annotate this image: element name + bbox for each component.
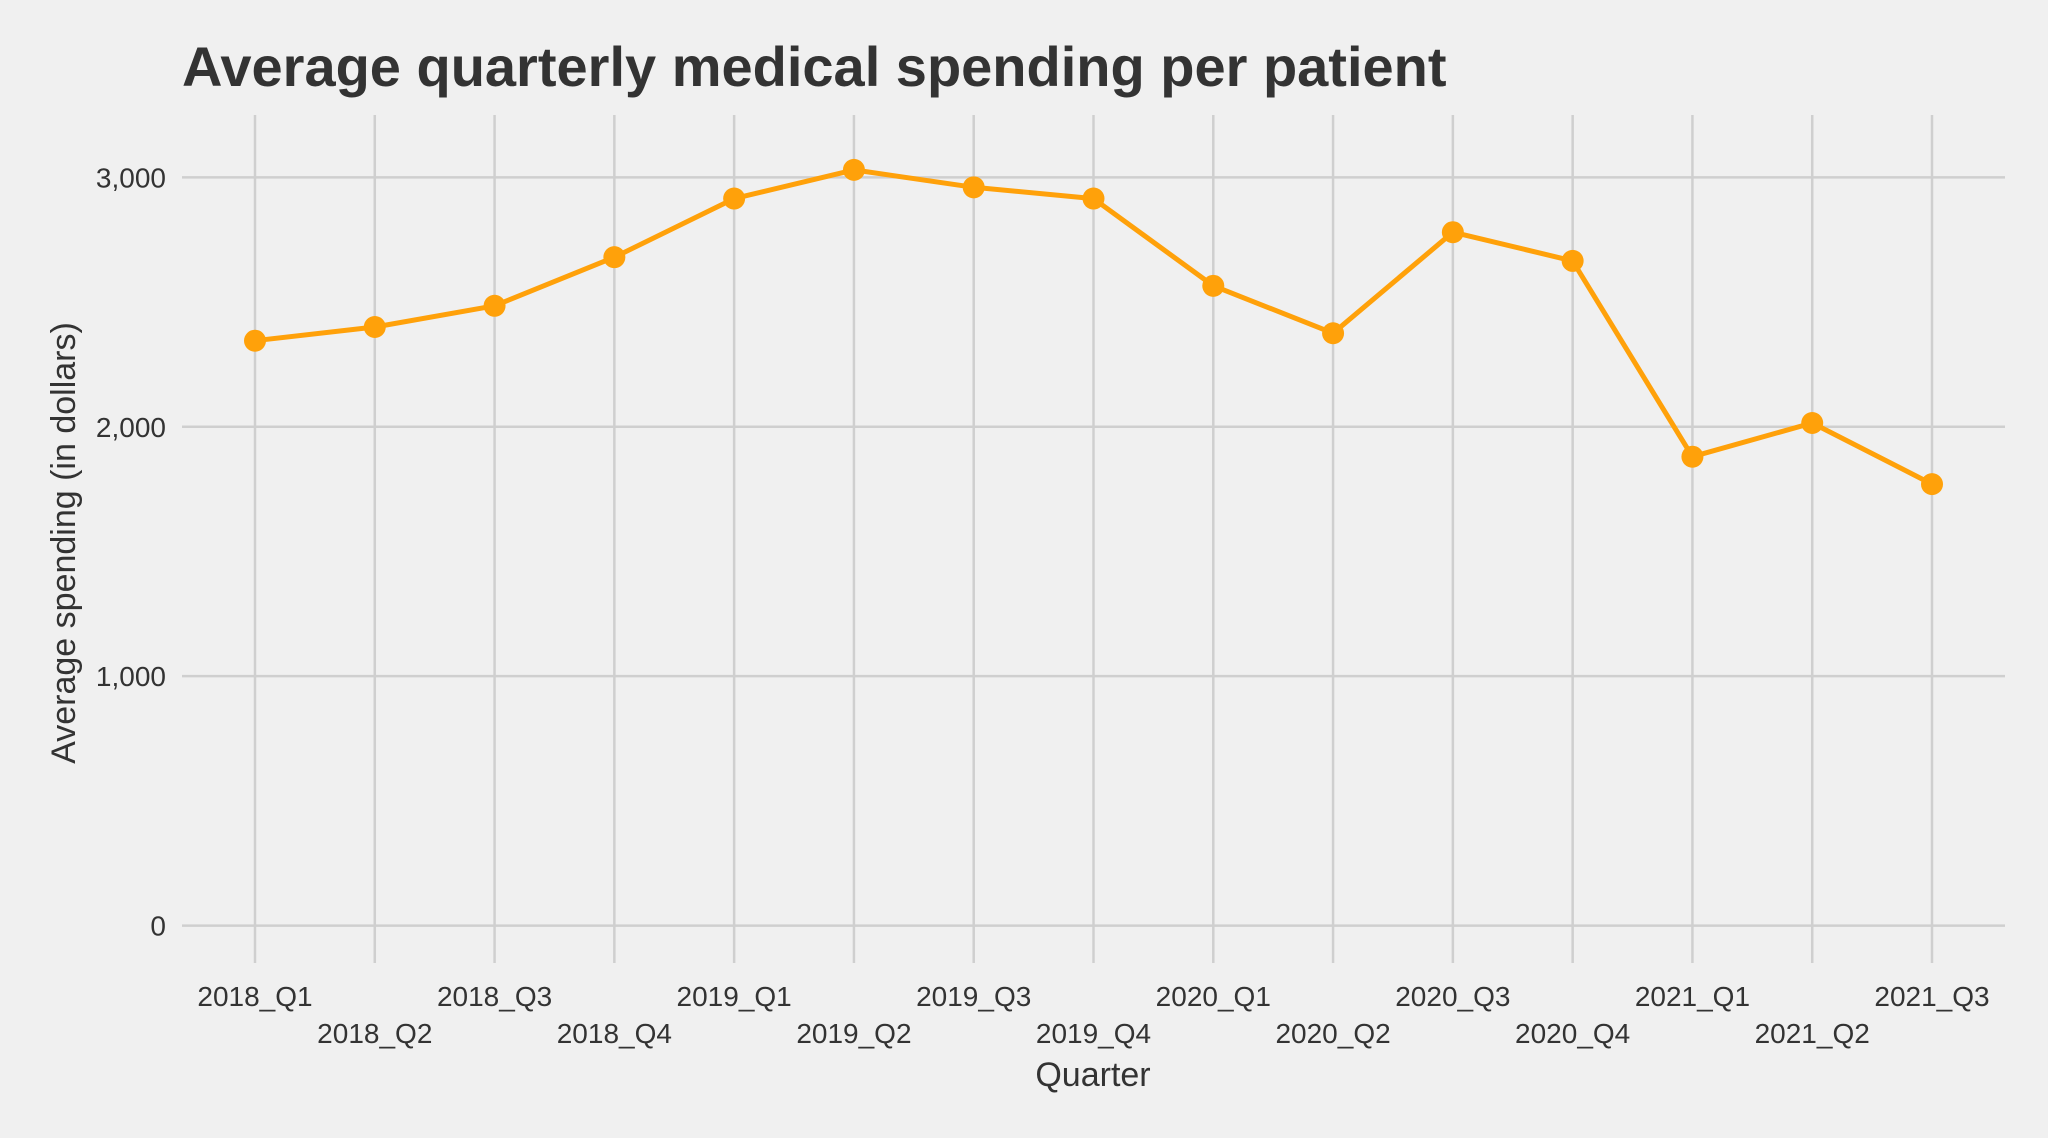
data-point [1921,473,1943,496]
data-point [603,246,626,269]
data-point [1082,187,1105,210]
x-tick-label: 2021_Q3 [1874,981,1989,1012]
grid [182,115,2005,963]
y-tick-label: 3,000 [96,162,166,193]
data-point [483,294,506,317]
data-point [842,158,865,181]
x-tick-label: 2018_Q3 [437,981,552,1012]
data-point [1322,322,1345,345]
y-axis-ticks: 0 1,000 2,000 3,000 [96,162,166,941]
x-axis-ticks: 2018_Q12018_Q22018_Q32018_Q42019_Q12019_… [197,981,1989,1049]
data-point [1801,412,1824,435]
x-tick-label: 2018_Q4 [557,1018,672,1049]
y-tick-label: 1,000 [96,661,166,692]
x-tick-label: 2020_Q3 [1395,981,1510,1012]
y-axis-title: Average spending (in dollars) [45,322,83,764]
data-point [1441,221,1464,244]
data-point [723,187,746,210]
x-tick-label: 2019_Q1 [677,981,792,1012]
data-point [1561,249,1584,272]
x-tick-label: 2018_Q1 [197,981,312,1012]
y-tick-label: 0 [150,911,166,942]
data-points [244,158,1943,496]
data-point [363,316,386,338]
x-axis-title: Quarter [1035,1056,1150,1094]
y-tick-label: 2,000 [96,412,166,443]
x-tick-label: 2020_Q1 [1156,981,1271,1012]
x-tick-label: 2019_Q2 [796,1018,911,1049]
x-tick-label: 2019_Q4 [1036,1018,1151,1049]
data-point [244,329,266,352]
chart-title: Average quarterly medical spending per p… [182,35,1447,98]
x-tick-label: 2021_Q2 [1755,1018,1870,1049]
data-point [1681,445,1704,468]
data-point [1202,274,1225,297]
x-tick-label: 2020_Q4 [1515,1018,1630,1049]
x-tick-label: 2021_Q1 [1635,981,1750,1012]
data-point [962,176,985,199]
x-tick-label: 2018_Q2 [317,1018,432,1049]
x-tick-label: 2020_Q2 [1275,1018,1390,1049]
x-tick-label: 2019_Q3 [916,981,1031,1012]
